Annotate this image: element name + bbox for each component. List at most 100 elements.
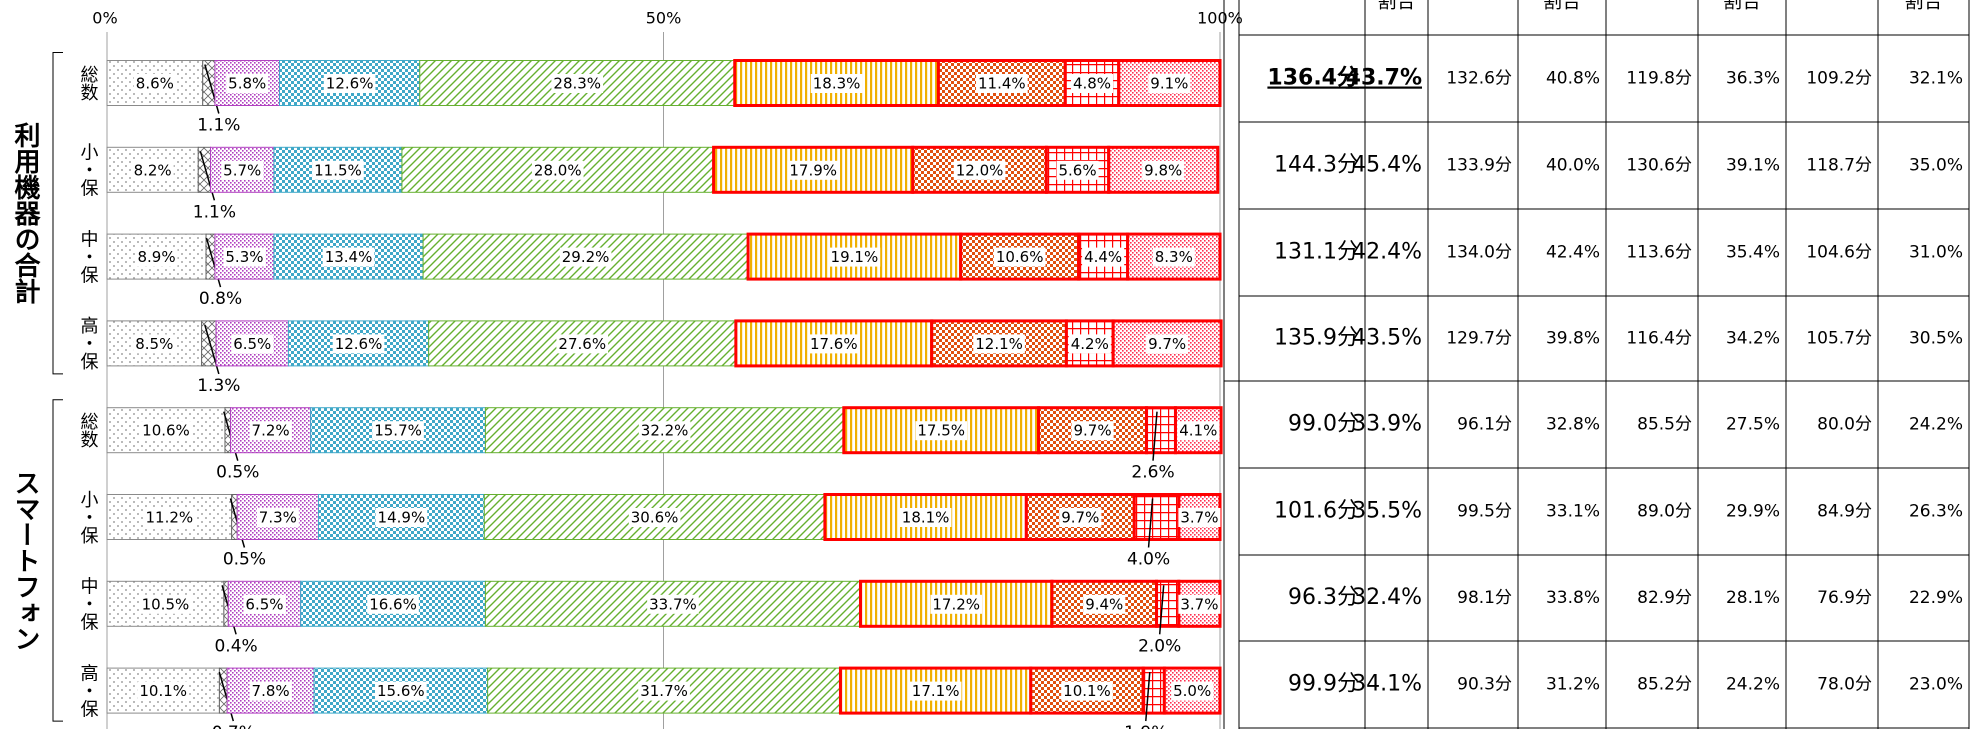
table-cell: 131.1分: [1274, 240, 1359, 265]
value-label-bg: [638, 421, 691, 441]
category-label: 総数: [78, 65, 99, 101]
value-label: 17.2%: [932, 595, 980, 613]
value-label: 5.7%: [223, 161, 261, 179]
value-label-bg: [139, 594, 192, 614]
value-label: 6.5%: [245, 595, 283, 613]
value-label: 0.7%: [212, 723, 255, 729]
bar-segment: [227, 580, 302, 627]
table-cell: 39.1%: [1726, 156, 1780, 176]
value-label: 4.4%: [1084, 248, 1122, 266]
table-cell: 32.4%: [1352, 585, 1422, 610]
table-cell: 144.3分: [1274, 153, 1359, 178]
value-label-bg: [249, 421, 292, 441]
table-cell: 34.1%: [1352, 672, 1422, 697]
table-cell: 31.0%: [1909, 243, 1963, 263]
table-cell: 80.0分: [1817, 415, 1872, 435]
value-label-bg: [1142, 160, 1185, 180]
table-cell: 119.8分: [1626, 69, 1692, 89]
table-cell: 135.9分: [1274, 326, 1359, 351]
value-label: 10.1%: [139, 682, 187, 700]
group-label: スマートフォン: [10, 469, 40, 651]
value-label: 2.0%: [1138, 636, 1181, 656]
value-label: 8.3%: [1155, 248, 1193, 266]
leader-line: [1152, 411, 1158, 461]
value-label: 4.2%: [1071, 335, 1109, 353]
bar-segment: [202, 60, 216, 106]
value-label: 4.1%: [1179, 422, 1217, 440]
value-label: 0.5%: [216, 463, 259, 483]
table-cell: 36.3%: [1726, 69, 1780, 89]
table-cell: 24.2%: [1909, 415, 1963, 435]
value-label: 9.7%: [1061, 509, 1099, 527]
table-cell: 84.9分: [1817, 502, 1872, 522]
x-tick-label: 100%: [1197, 9, 1243, 28]
value-label: 12.0%: [956, 161, 1004, 179]
table-cell: 30.5%: [1909, 329, 1963, 349]
table-cell: 42.4%: [1352, 240, 1422, 265]
value-label: 9.7%: [1148, 335, 1186, 353]
value-label-bg: [1070, 74, 1114, 93]
table-cell: 109.2分: [1806, 69, 1872, 89]
table-cell: 43.5%: [1352, 326, 1422, 351]
table-cell: 43.7%: [1346, 66, 1422, 91]
value-label-bg: [1083, 594, 1126, 614]
value-label: 5.8%: [228, 75, 266, 93]
value-label: 0.8%: [199, 289, 242, 309]
table-cell: 35.4%: [1726, 243, 1780, 263]
table-cell: 132.6分: [1446, 69, 1512, 89]
value-label-bg: [249, 681, 292, 701]
value-label: 7.3%: [259, 509, 297, 527]
value-label-bg: [226, 74, 269, 93]
group-label: 利用機器の合計: [10, 122, 41, 304]
table-cell: 101.6分: [1274, 499, 1359, 524]
value-label-bg: [322, 247, 375, 267]
category-label: 高・保: [78, 663, 99, 717]
table-cell: 129.7分: [1446, 329, 1512, 349]
value-label: 11.5%: [314, 161, 362, 179]
value-label-bg: [1061, 681, 1113, 701]
value-label: 1.3%: [197, 376, 240, 396]
value-label: 19.1%: [831, 248, 879, 266]
value-label: 31.7%: [640, 682, 688, 700]
table-cell: 33.8%: [1546, 588, 1600, 608]
table-cell: 90.3分: [1457, 675, 1512, 695]
value-label: 8.5%: [135, 335, 173, 353]
value-label: 9.4%: [1085, 595, 1123, 613]
value-label-bg: [810, 74, 863, 93]
value-label-bg: [1152, 247, 1195, 267]
value-label: 12.6%: [326, 75, 374, 93]
bar-segment: [959, 232, 1081, 281]
table-cell: 136.4分: [1267, 66, 1359, 91]
value-label: 28.3%: [553, 75, 601, 93]
value-label-bg: [367, 594, 419, 614]
value-label: 17.6%: [810, 335, 858, 353]
value-label: 17.9%: [789, 161, 837, 179]
table-cell: 35.0%: [1909, 156, 1963, 176]
value-label: 9.7%: [1074, 422, 1112, 440]
value-label-bg: [1056, 160, 1099, 180]
table-cell: 78.0分: [1817, 675, 1872, 695]
category-label: 小・保: [78, 490, 99, 544]
table-header: 割合: [1543, 0, 1581, 13]
value-label-bg: [375, 681, 427, 701]
value-label: 11.2%: [145, 509, 193, 527]
value-label-bg: [531, 160, 584, 180]
value-label: 1.1%: [197, 116, 240, 136]
table-header: 割合: [1904, 0, 1942, 13]
table-cell: 34.2%: [1726, 329, 1780, 349]
value-label-bg: [1068, 334, 1111, 354]
leader-line: [1147, 498, 1154, 548]
value-label: 3.7%: [1180, 509, 1218, 527]
bar-segment: [859, 579, 1054, 628]
value-label: 27.6%: [558, 335, 606, 353]
value-label-bg: [312, 160, 364, 180]
table-header: 割合: [1377, 0, 1415, 13]
value-label: 16.6%: [369, 595, 417, 613]
value-label: 10.5%: [142, 595, 190, 613]
value-label-bg: [133, 334, 176, 354]
value-label: 18.3%: [813, 75, 861, 93]
value-label: 15.7%: [374, 422, 422, 440]
value-label: 8.9%: [137, 248, 175, 266]
